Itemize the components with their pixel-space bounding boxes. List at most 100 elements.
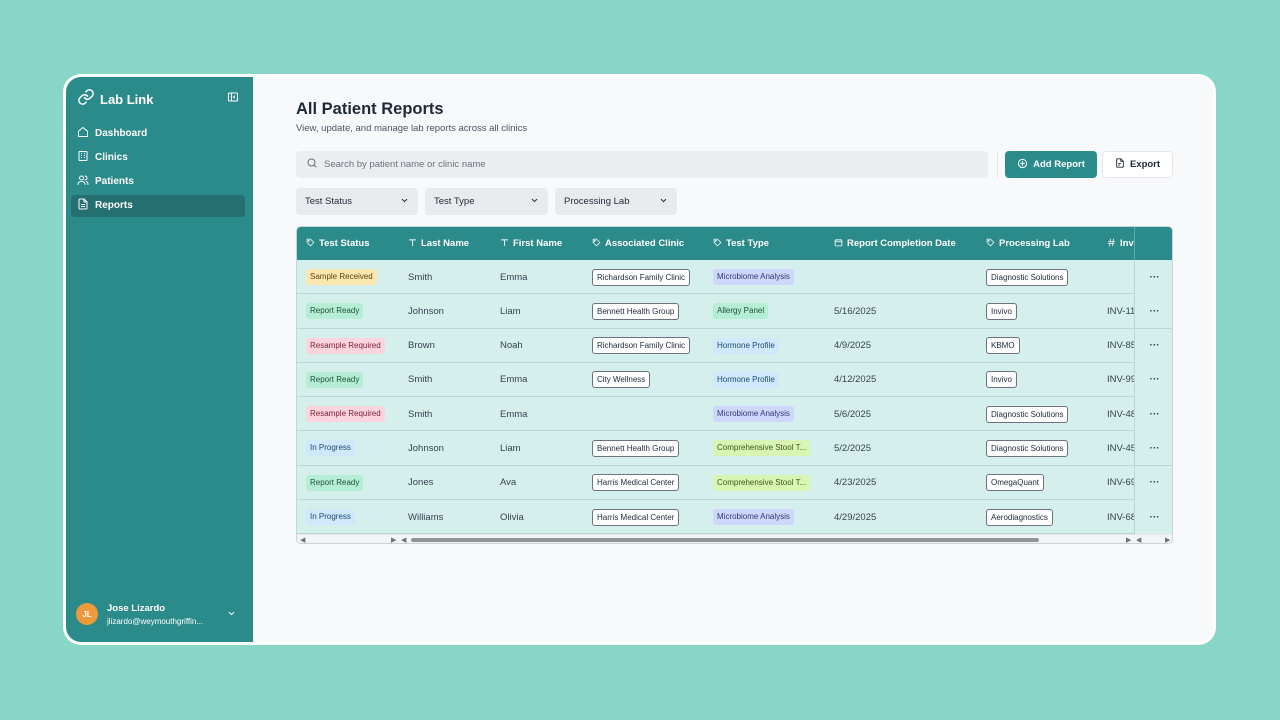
table-cell[interactable]: Resample Required	[306, 397, 385, 431]
column-header-last-name[interactable]: Last Name	[408, 227, 469, 260]
table-cell[interactable]: INV-68	[1107, 500, 1136, 534]
row-actions-button[interactable]: ···	[1134, 328, 1172, 363]
row-actions-button[interactable]: ···	[1134, 260, 1172, 294]
table-cell[interactable]: Olivia	[500, 500, 524, 534]
table-cell[interactable]: Comprehensive Stool T...	[713, 431, 811, 465]
table-row[interactable]: Report Ready Jones Ava Harris Medical Cente…	[297, 465, 1172, 501]
table-cell[interactable]: Smith	[408, 363, 432, 397]
table-cell[interactable]: 4/23/2025	[834, 466, 876, 500]
table-cell[interactable]: Microbiome Analysis	[713, 500, 794, 534]
row-actions-button[interactable]: ···	[1134, 397, 1172, 432]
table-cell[interactable]: 4/29/2025	[834, 500, 876, 534]
table-cell[interactable]: Report Ready	[306, 363, 364, 397]
table-row[interactable]: In Progress Johnson Liam Bennett Health Gro…	[297, 431, 1172, 466]
table-cell[interactable]: Report Ready	[306, 294, 364, 328]
sidebar-item-reports[interactable]: Reports	[71, 194, 245, 217]
table-cell[interactable]: 5/2/2025	[834, 431, 871, 465]
table-cell[interactable]: 5/6/2025	[834, 397, 871, 431]
table-cell[interactable]: In Progress	[306, 500, 355, 534]
scroll-left-icon[interactable]: ◀	[1136, 537, 1142, 544]
scroll-left-icon[interactable]: ◀	[300, 537, 306, 544]
table-cell[interactable]: Emma	[500, 260, 527, 294]
search-bar[interactable]	[296, 151, 988, 178]
export-button[interactable]: Export	[1102, 151, 1173, 178]
scroll-left-icon[interactable]: ◀	[401, 537, 407, 544]
sidebar-collapse-button[interactable]	[226, 92, 240, 106]
table-cell[interactable]: Hormone Profile	[713, 363, 779, 397]
table-cell[interactable]: Comprehensive Stool T...	[713, 466, 811, 500]
table-cell[interactable]: Invivo	[986, 294, 1017, 328]
table-cell[interactable]: Noah	[500, 329, 523, 363]
sidebar-item-dashboard[interactable]: Dashboard	[71, 122, 245, 144]
column-header-test-type[interactable]: Test Type	[713, 227, 769, 260]
scrollbar-thumb[interactable]	[411, 538, 1039, 542]
table-cell[interactable]: Harris Medical Center	[592, 500, 680, 534]
row-actions-button[interactable]: ···	[1134, 465, 1172, 500]
table-cell[interactable]: INV-85	[1107, 329, 1136, 363]
table-cell[interactable]: Allergy Panel	[713, 294, 769, 328]
table-cell[interactable]: Harris Medical Center	[592, 466, 680, 500]
column-header-report-completion-date[interactable]: Report Completion Date	[834, 227, 956, 260]
table-cell[interactable]: INV-45	[1107, 431, 1136, 465]
table-cell[interactable]: Resample Required	[306, 329, 385, 363]
table-cell[interactable]: INV-99	[1107, 363, 1136, 397]
horizontal-scrollbar[interactable]: ◀ ▶ ◀ ▶ ◀ ▶	[297, 534, 1172, 544]
table-cell[interactable]: Diagnostic Solutions	[986, 431, 1069, 465]
table-cell[interactable]: Emma	[500, 397, 527, 431]
table-cell[interactable]: Jones	[408, 466, 433, 500]
add-report-button[interactable]: Add Report	[1005, 151, 1097, 178]
filter-test-status[interactable]: Test Status	[296, 188, 418, 215]
table-cell[interactable]: Johnson	[408, 431, 444, 465]
table-cell[interactable]: In Progress	[306, 431, 355, 465]
filter-processing-lab[interactable]: Processing Lab	[555, 188, 677, 215]
table-cell[interactable]: Smith	[408, 397, 432, 431]
search-input[interactable]	[324, 159, 964, 170]
row-actions-button[interactable]: ···	[1134, 431, 1172, 466]
table-cell[interactable]: Richardson Family Clinic	[592, 260, 691, 294]
table-cell[interactable]: Bennett Health Group	[592, 431, 680, 465]
column-header-first-name[interactable]: First Name	[500, 227, 562, 260]
table-row[interactable]: Resample Required Smith Emma Microbiome Ana…	[297, 397, 1172, 432]
column-header-test-status[interactable]: Test Status	[306, 227, 370, 260]
table-cell[interactable]: OmegaQuant	[986, 466, 1045, 500]
table-cell[interactable]: 4/12/2025	[834, 363, 876, 397]
table-row[interactable]: Report Ready Smith Emma City Wellness Hormon…	[297, 362, 1172, 398]
table-cell[interactable]: Microbiome Analysis	[713, 397, 794, 431]
table-cell[interactable]: 4/9/2025	[834, 329, 871, 363]
table-cell[interactable]: INV-48	[1107, 397, 1136, 431]
column-header-processing-lab[interactable]: Processing Lab	[986, 227, 1070, 260]
table-cell[interactable]: Williams	[408, 500, 443, 534]
sidebar-item-clinics[interactable]: Clinics	[71, 146, 245, 168]
table-cell[interactable]: Sample Received	[306, 260, 377, 294]
table-cell[interactable]: Brown	[408, 329, 435, 363]
table-row[interactable]: In Progress Williams Olivia Harris Medical …	[297, 500, 1172, 535]
table-cell[interactable]: Richardson Family Clinic	[592, 329, 691, 363]
table-cell[interactable]: Bennett Health Group	[592, 294, 680, 328]
scroll-right-icon[interactable]: ▶	[391, 537, 397, 544]
column-header-associated-clinic[interactable]: Associated Clinic	[592, 227, 684, 260]
table-cell[interactable]: Johnson	[408, 294, 444, 328]
table-cell[interactable]: INV-11	[1107, 294, 1135, 328]
table-cell[interactable]: Emma	[500, 363, 527, 397]
table-cell[interactable]: KBMO	[986, 329, 1020, 363]
table-row[interactable]: Report Ready Johnson Liam Bennett Health Gr…	[297, 294, 1172, 329]
table-row[interactable]: Resample Required Brown Noah Richardson Fam…	[297, 328, 1172, 363]
table-cell[interactable]: Ava	[500, 466, 516, 500]
user-menu[interactable]: JL Jose Lizardo jlizardo@weymouthgriffin…	[76, 600, 244, 628]
brand[interactable]: Lab Link	[77, 88, 153, 109]
table-row[interactable]: Sample Received Smith Emma Richardson Famil…	[297, 260, 1172, 295]
filter-test-type[interactable]: Test Type	[425, 188, 548, 215]
table-cell[interactable]: Invivo	[986, 363, 1017, 397]
table-cell[interactable]: Report Ready	[306, 466, 364, 500]
table-cell[interactable]: INV-69	[1107, 466, 1136, 500]
column-header-invoice[interactable]: Invo	[1107, 227, 1140, 260]
row-actions-button[interactable]: ···	[1134, 500, 1172, 535]
table-cell[interactable]: 5/16/2025	[834, 294, 876, 328]
row-actions-button[interactable]: ···	[1134, 362, 1172, 397]
scroll-right-icon[interactable]: ▶	[1165, 537, 1171, 544]
scroll-right-icon[interactable]: ▶	[1126, 537, 1132, 544]
table-cell[interactable]: Hormone Profile	[713, 329, 779, 363]
table-cell[interactable]: City Wellness	[592, 363, 651, 397]
row-actions-button[interactable]: ···	[1134, 294, 1172, 329]
sidebar-item-patients[interactable]: Patients	[71, 171, 245, 193]
